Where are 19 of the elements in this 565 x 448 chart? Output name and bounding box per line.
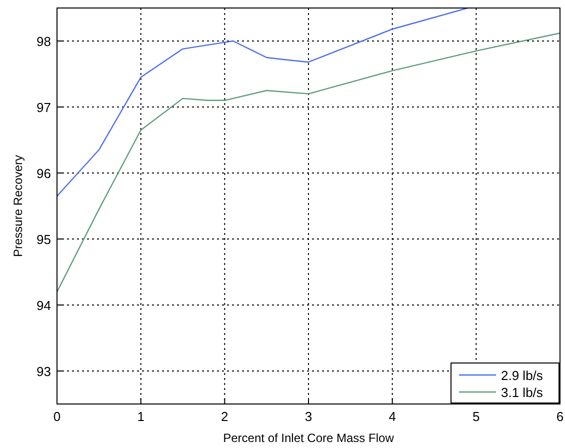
- line-series: [57, 32, 560, 292]
- y-tick-label: 96: [36, 166, 51, 181]
- legend-label: 3.1 lb/s: [501, 385, 544, 400]
- y-tick-label: 95: [36, 232, 51, 247]
- y-tick-label: 98: [36, 34, 51, 49]
- x-tick-label: 5: [472, 409, 480, 424]
- legend-label: 2.9 lb/s: [501, 368, 544, 383]
- y-tick-label: 94: [36, 298, 51, 313]
- x-axis-title: Percent of Inlet Core Mass Flow: [223, 431, 394, 445]
- x-tick-label: 4: [388, 409, 396, 424]
- x-tick-label: 3: [304, 409, 312, 424]
- y-axis-title: Pressure Recovery: [11, 154, 25, 258]
- x-tick-label: 0: [53, 409, 61, 424]
- y-tick-label: 93: [36, 364, 51, 379]
- x-tick-label: 6: [556, 409, 564, 424]
- x-tick-label: 1: [137, 409, 144, 424]
- x-tick-label: 2: [221, 409, 228, 424]
- y-tick-label: 97: [36, 100, 51, 115]
- line-series: [57, 8, 468, 197]
